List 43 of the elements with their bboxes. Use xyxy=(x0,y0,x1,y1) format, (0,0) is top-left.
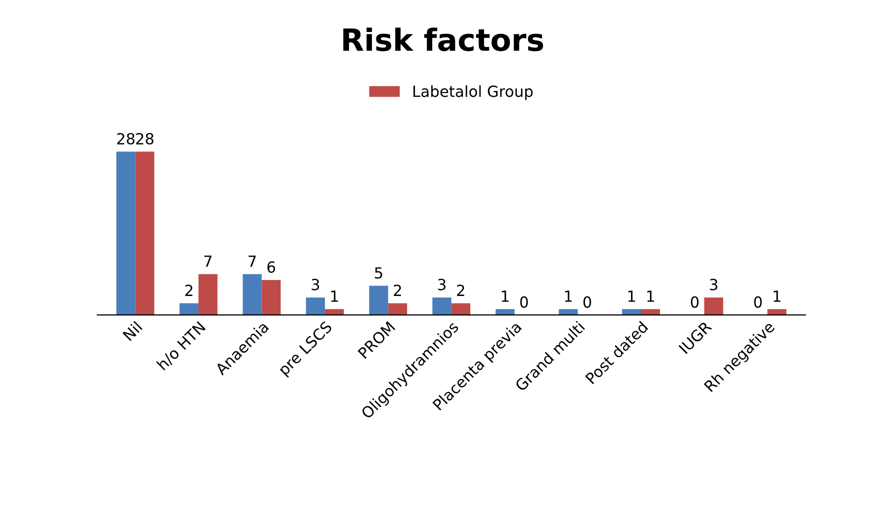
data-label: 7 xyxy=(204,256,212,267)
bar xyxy=(306,297,325,315)
data-label: 6 xyxy=(267,261,276,273)
data-label: 0 xyxy=(690,296,699,308)
data-label: 1 xyxy=(774,290,780,302)
bar xyxy=(704,297,724,315)
data-label: 1 xyxy=(331,290,338,302)
bar xyxy=(432,297,452,315)
bar xyxy=(324,309,344,315)
x-tick-label: Nil xyxy=(122,320,142,342)
data-label: 0 xyxy=(520,296,528,308)
bar xyxy=(640,309,660,315)
bar xyxy=(135,152,154,315)
legend-label: Labetalol Group xyxy=(413,85,533,100)
data-label: 3 xyxy=(438,278,446,290)
bar xyxy=(180,303,198,315)
data-label: 2 xyxy=(185,284,192,296)
data-label: 1 xyxy=(647,290,654,302)
data-label: 3 xyxy=(710,278,718,290)
data-label: 1 xyxy=(565,290,572,302)
data-label: 2 xyxy=(394,284,401,296)
data-label: 1 xyxy=(628,290,635,302)
chart-title: Risk factors xyxy=(343,28,544,52)
bar xyxy=(198,274,218,315)
data-label: 1 xyxy=(502,290,509,302)
bar xyxy=(558,309,578,315)
bar xyxy=(242,274,262,315)
bar xyxy=(622,309,641,315)
data-label: 0 xyxy=(754,296,762,308)
data-label: 3 xyxy=(312,278,320,290)
data-label: 5 xyxy=(374,267,382,279)
bar xyxy=(496,309,515,315)
data-label: 28 xyxy=(117,132,134,145)
data-label: 0 xyxy=(583,296,592,308)
bar xyxy=(451,303,470,315)
data-label: 2 xyxy=(457,284,464,296)
bar xyxy=(388,303,408,315)
bar xyxy=(369,286,388,315)
data-label: 28 xyxy=(136,132,154,145)
bar xyxy=(262,280,281,315)
data-label: 7 xyxy=(248,256,256,267)
bar xyxy=(767,309,786,315)
bar xyxy=(116,152,136,315)
